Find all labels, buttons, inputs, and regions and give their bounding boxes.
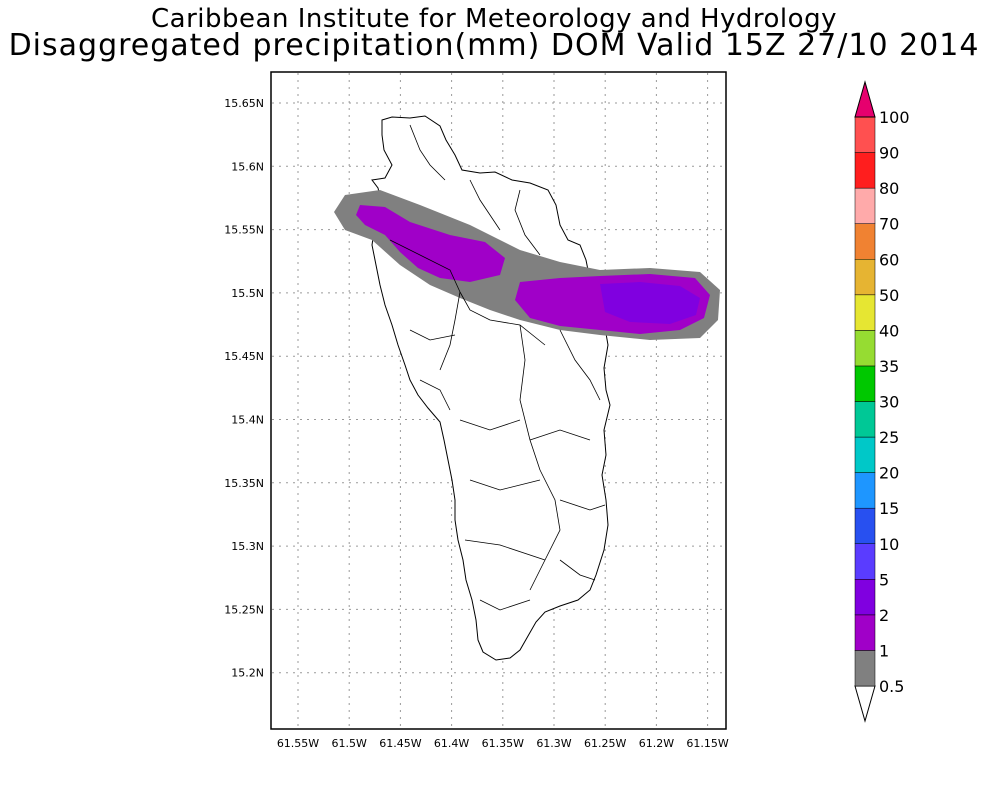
lon-tick-label: 61.5W — [332, 737, 367, 750]
lat-tick-label: 15.3N — [231, 540, 264, 553]
colorbar-swatch — [854, 543, 876, 580]
colorbar-swatch — [854, 223, 876, 260]
colorbar-swatch — [854, 365, 876, 402]
latitude-ticks: 15.65N 15.6N 15.55N 15.5N 15.45N 15.4N 15.35N 1… — [224, 97, 264, 680]
colorbar-label: 0.5 — [879, 677, 904, 696]
colorbar-swatch — [854, 259, 876, 296]
colorbar-label: 1 — [879, 641, 889, 660]
colorbar-swatch — [854, 650, 876, 687]
lat-tick-label: 15.55N — [224, 224, 264, 237]
colorbar-swatch — [854, 294, 876, 331]
colorbar-swatch — [854, 472, 876, 509]
colorbar-label: 2 — [879, 606, 889, 625]
colorbar-label: 100 — [879, 108, 910, 127]
colorbar-label: 5 — [879, 570, 889, 589]
lat-tick-label: 15.65N — [224, 97, 264, 110]
lon-tick-label: 61.3W — [536, 737, 571, 750]
colorbar-label: 50 — [879, 286, 899, 305]
colorbar-label: 40 — [879, 321, 899, 340]
colorbar-swatch — [854, 614, 876, 651]
lat-tick-label: 15.4N — [231, 414, 264, 427]
colorbar-label: 25 — [879, 428, 899, 447]
colorbar-arrow-high — [854, 80, 876, 118]
colorbar-label: 10 — [879, 535, 899, 554]
precipitation-shading — [334, 190, 720, 340]
colorbar-label: 30 — [879, 393, 899, 412]
precip-band-violet — [600, 282, 700, 324]
colorbar-label: 20 — [879, 464, 899, 483]
precip-band-purple — [356, 205, 505, 282]
colorbar-swatch — [854, 401, 876, 438]
river-lines — [389, 124, 606, 611]
colorbar-label: 70 — [879, 215, 899, 234]
colorbar-label: 60 — [879, 250, 899, 269]
lon-tick-label: 61.4W — [434, 737, 469, 750]
lon-tick-label: 61.45W — [379, 737, 421, 750]
colorbar-arrow-low — [854, 685, 876, 723]
title-line-2: Disaggregated precipitation(mm) DOM Vali… — [8, 28, 980, 63]
title-line-1: Caribbean Institute for Meteorology and … — [151, 4, 837, 34]
lat-tick-label: 15.45N — [224, 350, 264, 363]
lon-tick-label: 61.25W — [584, 737, 626, 750]
lon-tick-label: 61.35W — [482, 737, 524, 750]
colorbar-label: 35 — [879, 357, 899, 376]
colorbar-label: 80 — [879, 179, 899, 198]
colorbar-swatch — [854, 187, 876, 224]
colorbar-swatch — [854, 116, 876, 153]
lat-tick-label: 15.6N — [231, 160, 264, 173]
colorbar-label: 15 — [879, 499, 899, 518]
lat-tick-label: 15.2N — [231, 667, 264, 680]
longitude-ticks: 61.55W 61.5W 61.45W 61.4W 61.35W 61.3W 61.25W 6… — [277, 737, 729, 750]
colorbar-label: 90 — [879, 144, 899, 163]
colorbar-swatch — [854, 436, 876, 473]
colorbar-swatch — [854, 152, 876, 189]
colorbar-swatch — [854, 330, 876, 367]
colorbar-swatch — [854, 579, 876, 616]
lat-tick-label: 15.35N — [224, 477, 264, 490]
lon-tick-label: 61.55W — [277, 737, 319, 750]
lon-tick-label: 61.2W — [639, 737, 674, 750]
lat-tick-label: 15.25N — [224, 603, 264, 616]
lat-tick-label: 15.5N — [231, 287, 264, 300]
lon-tick-label: 61.15W — [686, 737, 728, 750]
colorbar-swatch — [854, 507, 876, 544]
